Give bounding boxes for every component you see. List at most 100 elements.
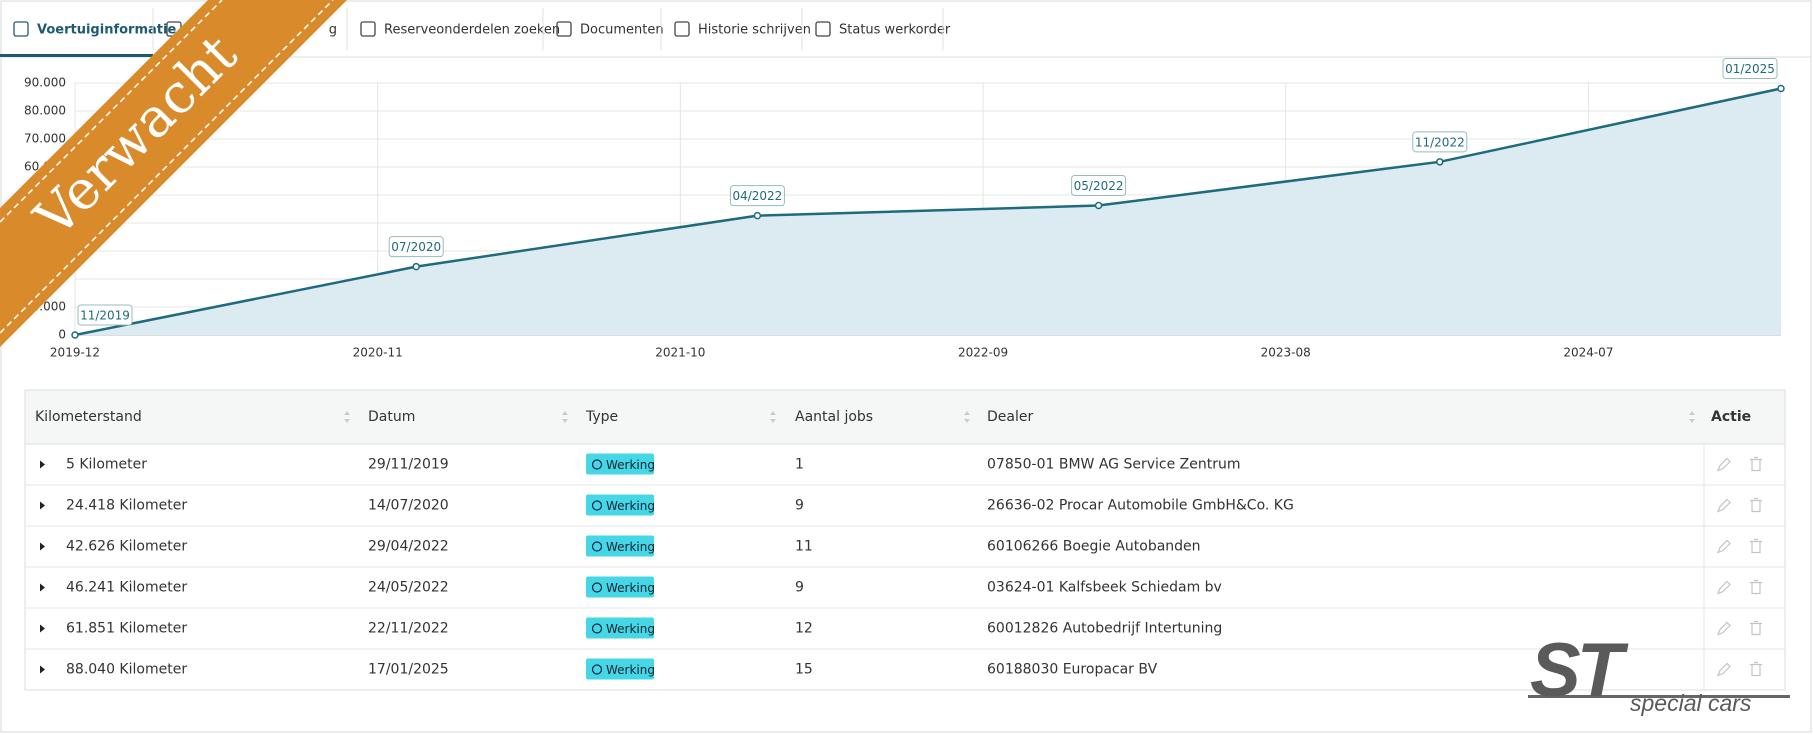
point [1436,158,1444,166]
x-tick-label: 2023-08 [1261,346,1311,360]
sort-icon [964,411,970,423]
point-label-box [1071,175,1127,197]
cell-mileage: 88.040 Kilometer [66,662,187,678]
tab-icon [674,21,690,37]
edit-button[interactable] [1716,580,1731,595]
line [74,87,1782,337]
table-row: 88.040 Kilometer 17/01/2025 Werking 15 60188… [25,648,1785,680]
type-tag-label: Werking [606,622,655,636]
table-row: 61.851 Kilometer 22/11/2022 Werking 12 60012… [25,607,1785,639]
y-tick-label: 0 [58,328,66,342]
point [412,262,420,271]
cell: 60188030 Europacar BV [987,662,1158,678]
cell-mileage: 46.241 Kilometer [66,580,187,596]
type-tag-icon [591,500,603,511]
point-label: 11/2019 [80,308,130,322]
cell: 29/04/2022 [368,539,449,555]
type-tag-label: Werking [606,581,655,595]
type-tag-icon [591,582,603,593]
x-tick-label: 2020-11 [353,346,403,360]
cell-mileage: 42.626 Kilometer [66,539,187,555]
tab-label: Status werkorder [839,23,951,38]
tab-icon [556,21,572,37]
cell: 26636-02 Procar Automobile GmbH&Co. KG [987,498,1294,514]
tab[interactable]: Documenten [556,8,664,50]
expand-toggle[interactable] [40,460,45,469]
x-tick-label: 2021-10 [655,346,705,360]
tab-bar: Voertuiginformatie g Reserveonderdelen zoe… [0,8,951,57]
sort-icon [562,411,568,423]
expand-toggle[interactable] [40,583,45,592]
tab-label: Documenten [580,23,664,38]
table-row: 24.418 Kilometer 14/07/2020 Werking 9 26636-… [25,484,1785,516]
y-tick-label: 80.000 [24,104,66,118]
edit-button[interactable] [1716,498,1731,513]
cell-mileage: 61.851 Kilometer [66,621,187,637]
cell: 11 [795,539,813,555]
cell: 14/07/2020 [368,498,449,514]
table-row: 42.626 Kilometer 29/04/2022 Werking 11 60106… [25,525,1785,557]
sort-icon [1689,411,1695,423]
edit-button[interactable] [1716,662,1731,677]
cell: 60012826 Autobedrijf Intertuning [987,621,1222,637]
expand-toggle[interactable] [40,542,45,551]
expand-toggle[interactable] [40,665,45,674]
column-header: Aantal jobs [795,409,873,425]
cell: 1 [795,457,804,473]
logo-tagline: special cars [1630,690,1752,716]
type-tag-icon [591,623,603,634]
ribbon-stitch [0,0,223,223]
tab[interactable]: Historie schrijven [674,8,811,50]
chart: 010.00020.00030.00040.00050.00060.00070.… [24,57,1785,360]
point-label: 01/2025 [1725,62,1775,76]
tab[interactable]: Voertuiginformatie [0,8,176,57]
cell-mileage: 5 Kilometer [66,457,147,473]
table-row: 5 Kilometer 29/11/2019 Werking 1 07850-01 BM… [40,453,1762,475]
tab-icon [360,21,376,37]
delete-button[interactable] [1750,538,1762,554]
cell: 07850-01 BMW AG Service Zentrum [987,457,1240,473]
column-header: Type [585,409,618,425]
sort-icon [344,411,350,423]
column-header: Datum [368,409,415,425]
tab-label: Historie schrijven [698,23,811,38]
point [753,211,762,220]
delete-button[interactable] [1750,497,1762,513]
delete-button[interactable] [1750,579,1762,595]
tab-label: g [329,23,337,38]
cell: 22/11/2022 [368,621,449,637]
y-tick-label: 90.000 [24,76,66,90]
cell: 17/01/2025 [368,662,449,678]
expand-toggle[interactable] [40,501,45,510]
expand-toggle[interactable] [40,624,45,633]
delete-button[interactable] [1750,456,1762,472]
type-tag-label: Werking [606,663,655,677]
type-tag-icon [591,459,603,470]
delete-button[interactable] [1750,661,1762,677]
type-tag-icon [591,664,603,675]
cell: 29/11/2019 [368,457,449,473]
cell: 24/05/2022 [368,580,449,596]
edit-button[interactable] [1716,621,1731,636]
tab-icon [13,21,29,37]
logo: ST special cars [1528,628,1790,716]
point-label-box [388,236,444,258]
delete-button[interactable] [1750,620,1762,636]
edit-button[interactable] [1716,457,1731,472]
edit-button[interactable] [1716,539,1731,554]
tab[interactable]: Status werkorder [815,8,951,50]
point-label: 04/2022 [732,189,782,203]
tab[interactable]: Reserveonderdelen zoeken [360,8,560,50]
ribbon-band [0,0,347,347]
cell: 60106266 Boegie Autobanden [987,539,1201,555]
type-tag-label: Werking [606,499,655,513]
column-header: Actie [1711,409,1751,425]
cell: 15 [795,662,813,678]
column-header: Dealer [987,409,1033,425]
y-tick-label: 70.000 [24,132,66,146]
point [1777,84,1785,93]
logo-underline [1528,695,1790,698]
type-tag-icon [591,541,603,552]
cell: 03624-01 Kalfsbeek Schiedam bv [987,580,1222,596]
